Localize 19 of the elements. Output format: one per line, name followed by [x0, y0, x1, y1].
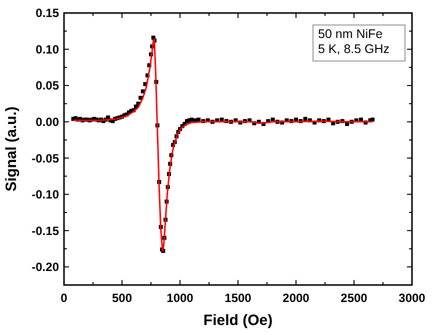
y-tick-label: 0.00 — [36, 115, 60, 129]
x-axis-title: Field (Oe) — [203, 312, 273, 329]
x-tick-label: 3000 — [398, 291, 426, 305]
y-tick-label: -0.10 — [32, 188, 60, 202]
y-tick-label: -0.20 — [32, 260, 60, 274]
annotation: 50 nm NiFe — [318, 27, 383, 41]
x-tick-label: 2000 — [282, 291, 310, 305]
x-tick-label: 1500 — [224, 291, 252, 305]
y-axis-title: Signal (a.u.) — [3, 106, 20, 192]
y-tick-label: 0.15 — [36, 6, 60, 20]
y-tick-label: -0.05 — [32, 151, 60, 166]
y-tick-label: 0.10 — [36, 42, 60, 56]
x-tick-label: 1000 — [166, 291, 194, 305]
x-tick-label: 2500 — [340, 291, 368, 305]
y-tick-label: -0.15 — [32, 224, 60, 238]
x-tick-label: 500 — [112, 291, 132, 305]
x-tick-label: 0 — [60, 291, 68, 305]
y-tick-label: 0.05 — [36, 78, 60, 93]
annotation: 5 K, 8.5 GHz — [318, 42, 390, 56]
